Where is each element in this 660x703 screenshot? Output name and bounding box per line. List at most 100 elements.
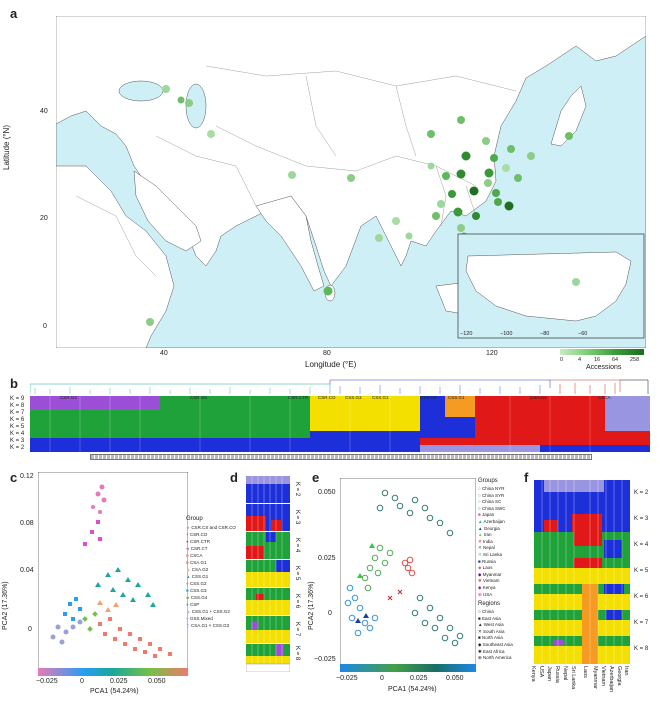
e-xlabel: PCA1 (54.24%) bbox=[388, 686, 437, 693]
c-ytick-0: 0.12 bbox=[20, 473, 34, 480]
k4-row bbox=[30, 431, 650, 438]
e-g-2: ○ China SC bbox=[478, 499, 502, 505]
k6-row bbox=[30, 417, 650, 424]
e-r-0: ○ China bbox=[478, 609, 494, 614]
inset-tick-2: −100 bbox=[500, 331, 513, 337]
b-k9: K = 9 bbox=[10, 396, 25, 402]
f-c-9: Azerbaijan bbox=[608, 666, 614, 692]
b-group-strip bbox=[90, 454, 592, 460]
e-r-4: ■ North Asia bbox=[478, 635, 503, 641]
map-xtick-40: 40 bbox=[160, 350, 168, 357]
d-k5: K = 5 bbox=[294, 566, 300, 581]
e-g-13: ◆ Myanmar bbox=[478, 571, 502, 577]
panel-f-letter: f bbox=[524, 470, 529, 485]
inset-tick-3: −80 bbox=[540, 331, 550, 337]
f-k3: K = 3 bbox=[634, 516, 649, 522]
e-g-9: ✕ Nepal bbox=[478, 545, 495, 551]
c-legend-item-8: ● CSS.G2 bbox=[186, 581, 207, 586]
b-k4: K = 4 bbox=[10, 431, 25, 437]
b-grp-0: CSR.G4 bbox=[60, 395, 77, 400]
panel-d-letter: d bbox=[230, 470, 238, 485]
e-ytick-0: 0.050 bbox=[318, 489, 336, 496]
d-k8: K = 8 bbox=[294, 646, 300, 661]
f-k6: K = 6 bbox=[634, 594, 649, 600]
f-k7: K = 7 bbox=[634, 620, 649, 626]
map-xlabel: Longitude (°E) bbox=[305, 360, 357, 369]
e-g-0: ○ China NYR bbox=[478, 486, 505, 491]
e-r-2: ▲ West Asia bbox=[478, 622, 504, 628]
c-legend-item-12: ▲ CSS.G1 + CSS.G2 bbox=[186, 609, 230, 614]
panel-b-bars bbox=[30, 396, 650, 453]
c-legend-item-4: ■ CSCA bbox=[186, 553, 203, 558]
legend-title: Accessions bbox=[586, 364, 622, 371]
c-ylabel: PCA2 (17.36%) bbox=[2, 581, 9, 630]
legend-tick-4: 4 bbox=[578, 357, 582, 363]
map-ytick-0: 0 bbox=[43, 323, 47, 330]
e-legend-groups: ○ China NYR ○ China SYR ○ China SC ○ Chi… bbox=[478, 486, 528, 598]
e-g-5: ▲ Azerbaijan bbox=[478, 518, 505, 524]
d-k4: K = 4 bbox=[294, 538, 300, 553]
e-ytick-2: 0 bbox=[328, 610, 332, 617]
e-xtick-2: 0.025 bbox=[410, 675, 428, 682]
e-r-7: ⊕ North America bbox=[478, 655, 512, 661]
e-g-8: ✕ India bbox=[478, 538, 493, 544]
f-c-4: Nepal bbox=[562, 666, 568, 681]
b-k8: K = 8 bbox=[10, 403, 25, 409]
structure-svg bbox=[30, 396, 650, 452]
accession-dots bbox=[146, 85, 573, 326]
usa-inset bbox=[457, 233, 645, 339]
f-k2: K = 2 bbox=[634, 490, 649, 496]
map-ytick-20: 20 bbox=[40, 215, 48, 222]
c-xtick-3: 0.050 bbox=[148, 678, 166, 685]
e-g-6: ▲ Georgia bbox=[478, 525, 500, 531]
e-r-6: ✱ East Africa bbox=[478, 648, 505, 654]
b-k3: K = 3 bbox=[10, 438, 25, 444]
e-xtick-0: −0.025 bbox=[336, 675, 358, 682]
accessions-colorbar bbox=[560, 349, 644, 355]
c-legend-item-9: ■ CSS.G3 bbox=[186, 588, 207, 593]
legend-tick-64: 64 bbox=[612, 357, 619, 363]
k7-row bbox=[30, 410, 650, 417]
panel-e-plot bbox=[339, 477, 477, 673]
f-k8: K = 8 bbox=[634, 646, 649, 652]
e-ytick-3: −0.025 bbox=[314, 656, 336, 663]
c-xtick-1: 0 bbox=[80, 678, 84, 685]
f-k5: K = 5 bbox=[634, 568, 649, 574]
c-ytick-2: 0.04 bbox=[20, 567, 34, 574]
f-c-5: Sri Lanka bbox=[570, 666, 576, 690]
inset-tick-4: −60 bbox=[578, 331, 588, 337]
panel-e-letter: e bbox=[312, 470, 320, 485]
panel-b-tree bbox=[29, 378, 650, 396]
b-k2: K = 2 bbox=[10, 445, 25, 451]
d-k6: K = 6 bbox=[294, 594, 300, 609]
panel-f-bars bbox=[534, 480, 630, 664]
c-legend-item-5: ■ CSA.G1 bbox=[186, 560, 207, 565]
d-k2: K = 2 bbox=[294, 482, 300, 497]
e-ylabel: PCA2 (17.36%) bbox=[308, 581, 315, 630]
e-groups-title: Groups bbox=[478, 478, 498, 484]
c-ytick-3: 0 bbox=[28, 626, 32, 633]
panel-c-plot bbox=[37, 471, 189, 677]
panel-b-letter: b bbox=[10, 376, 18, 391]
e-g-4: ■ Japan bbox=[478, 512, 495, 518]
pca-c-points bbox=[50, 484, 172, 658]
b-k5: K = 5 bbox=[10, 424, 25, 430]
k9-row bbox=[30, 396, 650, 403]
e-g-15: ◆ Kenya bbox=[478, 584, 496, 590]
b-grp-4: CSS.G3 bbox=[345, 395, 362, 400]
f-c-10: Georgia bbox=[616, 666, 622, 686]
map-ylabel: Latitude (°N) bbox=[2, 125, 11, 170]
f-c-3: Russia bbox=[554, 666, 560, 683]
f-svg bbox=[534, 480, 630, 664]
f-c-0: Kenya bbox=[530, 666, 536, 682]
c-legend-item-14: ✕ CSA.G1 × CSS.G3 bbox=[186, 623, 230, 628]
e-ytick-1: 0.025 bbox=[318, 555, 336, 562]
c-legend-title: Group bbox=[186, 516, 203, 522]
f-c-2: Japan bbox=[546, 666, 552, 681]
e-r-3: ✕ South Asia bbox=[478, 628, 505, 634]
d-svg bbox=[245, 476, 291, 673]
b-k6: K = 6 bbox=[10, 417, 25, 423]
panel-c-letter: c bbox=[10, 470, 18, 485]
d-k3: K = 3 bbox=[294, 510, 300, 525]
e-g-7: ▲ Iran bbox=[478, 532, 492, 538]
